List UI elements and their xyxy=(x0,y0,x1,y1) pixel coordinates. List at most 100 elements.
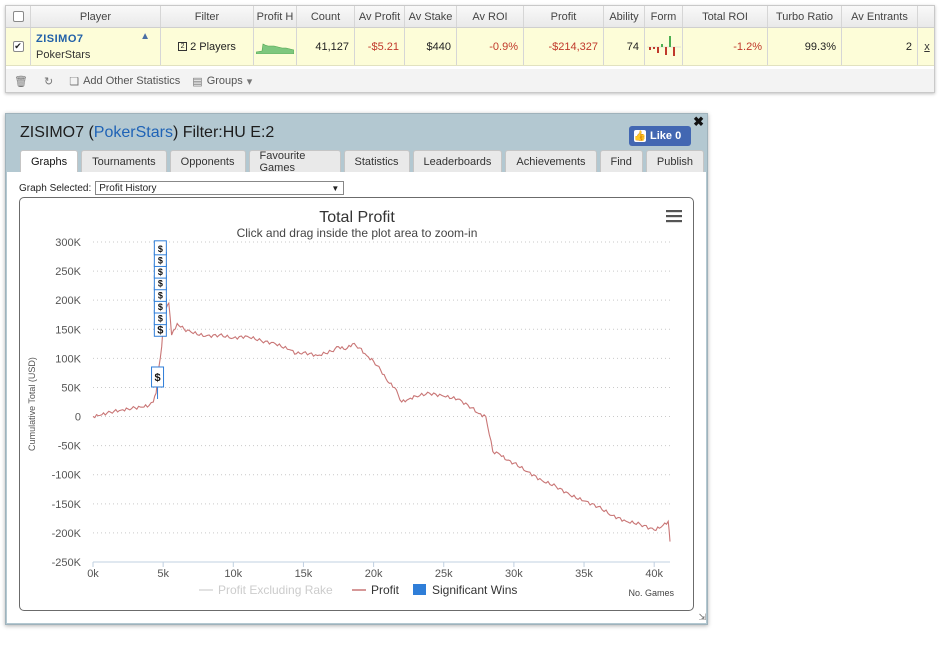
window-title: ZISIMO7 (PokerStars) Filter:HU E:2 xyxy=(20,124,275,141)
grid-header: Player Filter Profit H Count Av Profit A… xyxy=(6,6,934,28)
resize-grip-icon[interactable]: ⇲ xyxy=(698,612,706,622)
marker-label: $ xyxy=(158,267,163,277)
col-av-entrants[interactable]: Av Entrants xyxy=(842,6,918,27)
legend-label-excl-rake: Profit Excluding Rake xyxy=(218,583,333,597)
tab-find[interactable]: Find xyxy=(599,150,643,172)
chart-legend: Profit Excluding Rake Profit Significant… xyxy=(199,583,517,597)
col-profit-history[interactable]: Profit H xyxy=(254,6,297,27)
series-line-profit[interactable] xyxy=(92,301,671,542)
graph-selector: Graph Selected: Profit History ▼ xyxy=(19,181,345,195)
tab-statistics[interactable]: Statistics xyxy=(343,150,410,172)
col-ability[interactable]: Ability xyxy=(604,6,645,27)
significant-win-marker[interactable]: $ xyxy=(151,366,165,388)
marker-label: $ xyxy=(154,372,160,384)
filter-value: 2 Players xyxy=(190,40,236,53)
tab-favourite-games[interactable]: Favourite Games xyxy=(248,150,341,174)
marker-label: $ xyxy=(157,324,163,336)
profit-history-sparkline xyxy=(254,28,297,65)
y-tick-label: -250K xyxy=(52,557,82,569)
facebook-like-button[interactable]: 👍 Like 0 xyxy=(629,126,691,146)
col-total-roi[interactable]: Total ROI xyxy=(683,6,768,27)
col-turbo-ratio[interactable]: Turbo Ratio xyxy=(768,6,842,27)
refresh-icon: ↻ xyxy=(43,75,54,88)
tab-achievements[interactable]: Achievements xyxy=(505,150,597,172)
col-remove xyxy=(918,6,934,27)
close-icon[interactable]: ✖ xyxy=(693,114,704,129)
tab-tournaments[interactable]: Tournaments xyxy=(81,150,167,172)
av-profit-value: -$5.21 xyxy=(355,28,405,65)
groups-button[interactable]: ▤ Groups ▾ xyxy=(192,75,256,88)
profit-value: -$214,327 xyxy=(524,28,604,65)
tab-leaderboards[interactable]: Leaderboards xyxy=(412,150,503,172)
row-select-cell[interactable]: ✔ xyxy=(6,28,31,65)
player-cell[interactable]: ZISIMO7 PokerStars ▲ xyxy=(31,28,161,65)
turbo-ratio-value: 99.3% xyxy=(768,28,842,65)
legend-item-profit-excl-rake[interactable]: Profit Excluding Rake xyxy=(199,583,333,597)
chart-container[interactable]: 300K 250K 200K 150K 100K 50K 0 -50K -100K -150K -2… xyxy=(19,197,694,611)
legend-item-profit[interactable]: Profit xyxy=(352,583,400,597)
col-av-roi[interactable]: Av ROI xyxy=(457,6,524,27)
col-av-profit[interactable]: Av Profit xyxy=(355,6,405,27)
profit-chart[interactable]: 300K 250K 200K 150K 100K 50K 0 -50K -100K -150K -2… xyxy=(20,198,693,610)
significant-win-marker[interactable]: $ xyxy=(153,263,167,279)
select-all-checkbox[interactable] xyxy=(12,11,24,22)
graph-select-value: Profit History xyxy=(99,182,157,194)
title-filter: Filter:HU E:2 xyxy=(182,124,275,141)
window-icon: ❏ xyxy=(69,75,80,88)
grid-footer: 🗑 ↻ ❏ Add Other Statistics ▤ Groups ▾ xyxy=(6,69,934,92)
y-tick-label: 200K xyxy=(55,295,81,307)
remove-row-link[interactable]: x xyxy=(924,40,930,53)
refresh-button[interactable]: ↻ xyxy=(44,75,57,88)
col-filter[interactable]: Filter xyxy=(161,6,254,27)
like-label: Like 0 xyxy=(650,130,682,142)
title-site-link[interactable]: PokerStars xyxy=(93,124,173,141)
window-tabs: Graphs Tournaments Opponents Favourite G… xyxy=(20,150,707,174)
thumbs-up-icon: 👍 xyxy=(633,130,647,142)
x-tick-label: 25k xyxy=(435,568,453,580)
trash-icon: 🗑 xyxy=(14,75,28,88)
tab-graphs[interactable]: Graphs xyxy=(20,150,79,173)
x-tick-label: 20k xyxy=(365,568,383,580)
significant-win-marker[interactable]: $ xyxy=(153,240,167,256)
select-all-cell[interactable] xyxy=(6,6,31,27)
chart-menu-button[interactable] xyxy=(666,210,682,223)
tab-opponents[interactable]: Opponents xyxy=(169,150,246,172)
legend-item-significant-wins[interactable]: Significant Wins xyxy=(413,583,517,597)
player-name-link[interactable]: ZISIMO7 xyxy=(36,32,84,45)
y-tick-label: 50K xyxy=(61,382,81,394)
graph-select-dropdown[interactable]: Profit History ▼ xyxy=(95,181,345,195)
y-tick-label: 250K xyxy=(55,266,81,278)
graph-selected-label: Graph Selected: xyxy=(19,182,92,194)
title-player: ZISIMO7 xyxy=(20,124,85,141)
add-other-statistics-label: Add Other Statistics xyxy=(83,75,181,87)
stats-grid: Player Filter Profit H Count Av Profit A… xyxy=(5,5,935,93)
chart-title: Total Profit xyxy=(319,209,395,226)
y-tick-label: 0 xyxy=(75,412,81,424)
col-form[interactable]: Form xyxy=(645,6,683,27)
col-player[interactable]: Player xyxy=(31,6,161,27)
y-tick-label: -200K xyxy=(52,528,82,540)
menu-bar-3 xyxy=(666,220,682,223)
significant-win-marker[interactable]: $ xyxy=(153,310,167,326)
col-count[interactable]: Count xyxy=(297,6,355,27)
x-tick-label: 0k xyxy=(87,568,99,580)
y-tick-label: 300K xyxy=(55,237,81,249)
col-profit[interactable]: Profit xyxy=(524,6,604,27)
add-other-statistics-button[interactable]: ❏ Add Other Statistics xyxy=(69,75,180,88)
legend-label-profit: Profit xyxy=(371,583,400,597)
filter-cell[interactable]: 2 2 Players xyxy=(161,28,254,65)
marker-box xyxy=(153,240,167,256)
rocket-icon: ▲ xyxy=(140,31,150,42)
tab-publish[interactable]: Publish xyxy=(645,150,704,172)
col-av-stake[interactable]: Av Stake xyxy=(405,6,457,27)
form-bars xyxy=(646,35,681,56)
row-checkbox[interactable]: ✔ xyxy=(12,41,24,52)
chart-subtitle: Click and drag inside the plot area to z… xyxy=(237,226,478,240)
window-body: Graph Selected: Profit History ▼ 300K 250… xyxy=(7,172,706,623)
table-row[interactable]: ✔ ZISIMO7 PokerStars ▲ 2 2 Players 41,12… xyxy=(6,28,934,66)
groups-label: Groups xyxy=(206,75,243,87)
delete-button[interactable]: 🗑 xyxy=(14,75,32,88)
x-axis-title: No. Games xyxy=(628,588,674,598)
x-tick-label: 40k xyxy=(645,568,663,580)
form-chart xyxy=(645,28,683,65)
